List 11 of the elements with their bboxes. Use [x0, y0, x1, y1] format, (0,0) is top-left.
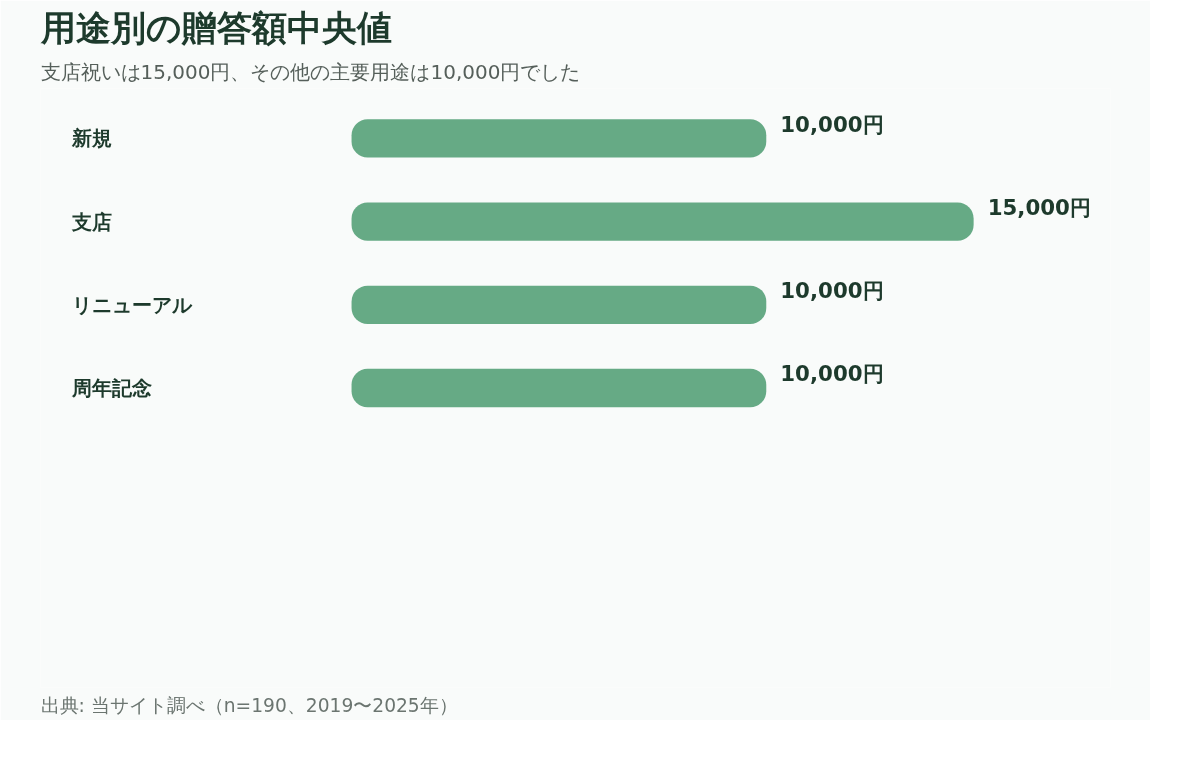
data-label: 10,000円: [780, 278, 884, 304]
y-tick-label: 新規: [70, 126, 112, 151]
y-tick-label: 支店: [70, 209, 112, 234]
y-tick-label: リニューアル: [71, 292, 193, 317]
chart-title: 用途別の贈答額中央値: [39, 7, 392, 48]
chart-subtitle: 支店祝いは15,000円、その他の主要用途は10,000円でした: [40, 59, 581, 84]
data-label: 10,000円: [780, 111, 884, 137]
y-tick-label: 周年記念: [70, 376, 152, 400]
data-label: 10,000円: [780, 361, 884, 387]
data-label: 15,000円: [987, 194, 1091, 220]
source-note: 出典: 当サイト調べ（n=190、2019〜2025年）: [40, 694, 458, 716]
